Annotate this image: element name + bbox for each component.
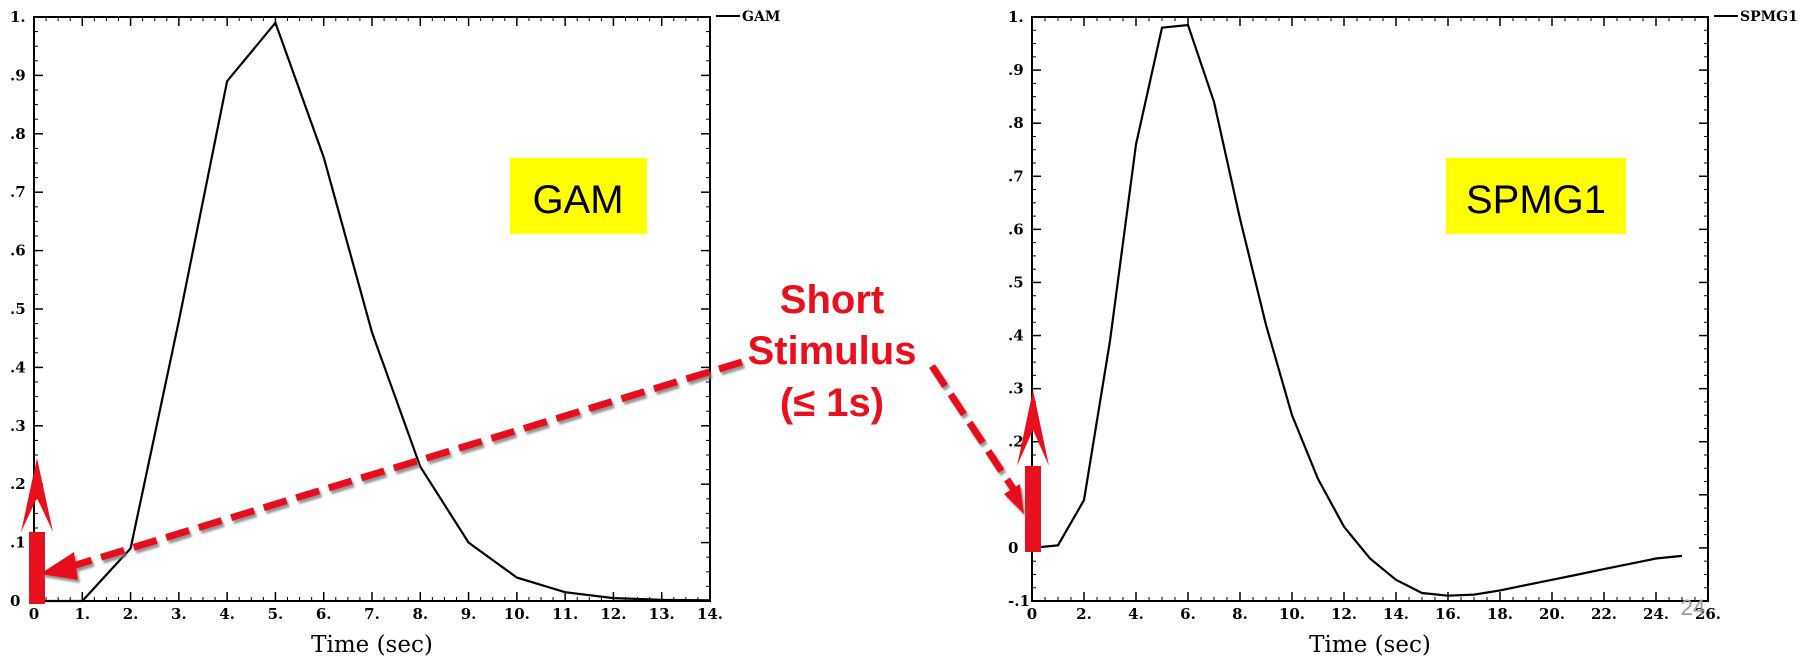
gam-x-tick-label: 12. bbox=[600, 605, 626, 623]
spmg1-label-box-text: SPMG1 bbox=[1466, 178, 1606, 222]
gam-y-tick-label: .4 bbox=[10, 358, 26, 376]
spmg1-y-tick-label: .4 bbox=[1008, 327, 1024, 345]
gam-x-tick-label: 8. bbox=[412, 605, 428, 623]
gam-y-tick-label: .7 bbox=[10, 183, 26, 201]
gam-stimulus-arrow-up-icon bbox=[21, 458, 53, 532]
gam-x-axis-title: Time (sec) bbox=[311, 632, 433, 657]
gam-x-tick-label: 4. bbox=[219, 605, 235, 623]
spmg1-tick-marks bbox=[1031, 16, 1709, 602]
callout-line-3: (≤ 1s) bbox=[780, 381, 884, 425]
gam-x-tick-label: 5. bbox=[268, 605, 284, 623]
callout-arrow-left bbox=[64, 358, 744, 572]
callout-arrowhead-left-icon bbox=[40, 552, 78, 580]
spmg1-x-tick-label: 2. bbox=[1076, 605, 1092, 623]
spmg1-y-tick-label: 0 bbox=[1008, 539, 1018, 557]
gam-y-tick-label: .3 bbox=[10, 417, 26, 435]
gam-x-tick-label: 7. bbox=[364, 605, 380, 623]
spmg1-y-tick-label: .7 bbox=[1008, 167, 1024, 185]
gam-y-tick-label: .1 bbox=[10, 534, 26, 552]
gam-y-tick-labels: 0 .1 .2 .3 .4 .5 .6 .7 .8 .9 1. bbox=[10, 8, 26, 610]
gam-y-tick-label: .5 bbox=[10, 300, 26, 318]
spmg1-y-tick-label: .8 bbox=[1008, 114, 1024, 132]
gam-label-box bbox=[510, 158, 647, 234]
gam-y-tick-label: .2 bbox=[10, 475, 26, 493]
gam-x-tick-label: 2. bbox=[123, 605, 139, 623]
spmg1-y-tick-label: .2 bbox=[1008, 433, 1024, 451]
gam-y-tick-label: .9 bbox=[10, 66, 26, 84]
gam-y-tick-label: 1. bbox=[10, 8, 26, 26]
spmg1-x-tick-label: 18. bbox=[1487, 605, 1513, 623]
spmg1-x-tick-label: 16. bbox=[1435, 605, 1461, 623]
stimulus-markers bbox=[21, 390, 1049, 604]
gam-x-tick-label: 10. bbox=[504, 605, 530, 623]
spmg1-y-tick-label: .6 bbox=[1008, 220, 1024, 238]
callout-line-2: Stimulus bbox=[748, 329, 917, 373]
gam-x-tick-label: 0 bbox=[29, 605, 39, 623]
spmg1-stimulus-bar bbox=[1025, 466, 1041, 552]
gam-y-tick-label: .6 bbox=[10, 242, 26, 260]
spmg1-x-tick-label: 24. bbox=[1643, 605, 1669, 623]
spmg1-y-tick-label: .5 bbox=[1008, 273, 1024, 291]
spmg1-legend-label: SPMG1 bbox=[1740, 9, 1798, 25]
gam-x-tick-label: 13. bbox=[649, 605, 675, 623]
callout-line-1: Short bbox=[780, 278, 884, 322]
spmg1-x-tick-label: 12. bbox=[1331, 605, 1357, 623]
short-stimulus-callout: Short Stimulus (≤ 1s) bbox=[748, 278, 917, 425]
spmg1-plot-frame bbox=[1031, 16, 1709, 602]
gam-x-tick-label: 6. bbox=[316, 605, 332, 623]
spmg1-chart: 0 2. 4. 6. 8. 10. 12. 14. 16. 18. 20. 22. 24. 26. -.1… bbox=[1008, 8, 1798, 657]
gam-x-tick-label: 1. bbox=[74, 605, 90, 623]
slide-number: 24 bbox=[1681, 595, 1705, 620]
gam-x-tick-label: 9. bbox=[461, 605, 477, 623]
gam-stimulus-bar bbox=[29, 532, 45, 604]
spmg1-x-tick-labels: 0 2. 4. 6. 8. 10. 12. 14. 16. 18. 20. 22. 24. 26. bbox=[1027, 605, 1721, 623]
gam-x-tick-label: 11. bbox=[552, 605, 578, 623]
spmg1-x-tick-label: 8. bbox=[1232, 605, 1248, 623]
gam-label-box-text: GAM bbox=[532, 178, 623, 222]
spmg1-label-box bbox=[1446, 158, 1626, 234]
spmg1-y-tick-label: -.1 bbox=[1008, 592, 1030, 610]
callout-arrowhead-right-icon bbox=[1004, 484, 1024, 514]
gam-chart: 0 1. 2. 3. 4. 5. 6. 7. 8. 9. 10. 11. 12. 13. 14. 0 .1 .2… bbox=[10, 8, 780, 657]
spmg1-x-tick-label: 10. bbox=[1279, 605, 1305, 623]
spmg1-x-axis-title: Time (sec) bbox=[1309, 632, 1431, 657]
spmg1-x-tick-label: 20. bbox=[1539, 605, 1565, 623]
gam-tick-marks bbox=[33, 16, 711, 602]
spmg1-curve bbox=[1031, 23, 1683, 597]
spmg1-y-tick-label: .3 bbox=[1008, 380, 1024, 398]
gam-x-tick-labels: 0 1. 2. 3. 4. 5. 6. 7. 8. 9. 10. 11. 12. 13. 14. bbox=[29, 605, 723, 623]
gam-curve bbox=[34, 20, 711, 603]
callout-arrow-right bbox=[929, 364, 1017, 492]
gam-y-tick-label: .8 bbox=[10, 125, 26, 143]
spmg1-x-tick-label: 22. bbox=[1591, 605, 1617, 623]
gam-legend-label: GAM bbox=[742, 9, 780, 25]
gam-x-tick-label: 14. bbox=[697, 605, 723, 623]
callout-arrows bbox=[40, 358, 1024, 580]
gam-x-tick-label: 3. bbox=[171, 605, 187, 623]
spmg1-x-tick-label: 14. bbox=[1383, 605, 1409, 623]
spmg1-x-tick-label: 6. bbox=[1180, 605, 1196, 623]
gam-plot-frame bbox=[33, 16, 711, 602]
gam-y-tick-label: 0 bbox=[10, 592, 20, 610]
spmg1-x-tick-label: 4. bbox=[1128, 605, 1144, 623]
spmg1-y-tick-label: 1. bbox=[1008, 8, 1024, 26]
spmg1-x-tick-label: 0 bbox=[1027, 605, 1037, 623]
spmg1-stimulus-arrow-up-icon bbox=[1017, 390, 1049, 466]
spmg1-y-tick-label: .9 bbox=[1008, 61, 1024, 79]
spmg1-x-tick-label: 26. bbox=[1695, 605, 1721, 623]
